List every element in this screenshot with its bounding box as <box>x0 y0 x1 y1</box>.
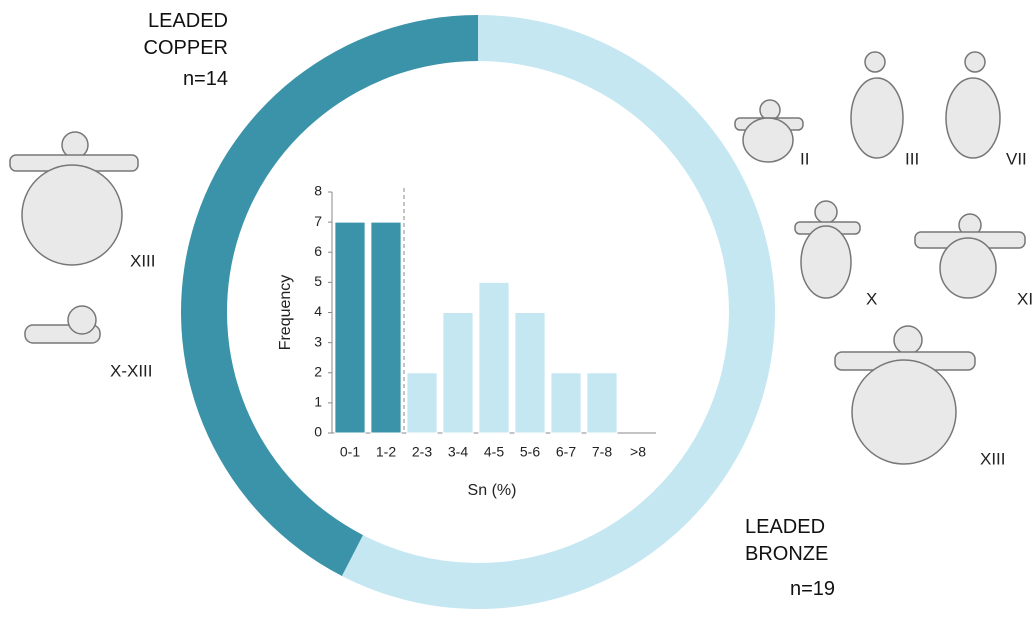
donut-value-label: n=14 <box>182 68 228 90</box>
x-axis-title: Sn (%) <box>468 482 517 499</box>
y-tick-label: 7 <box>314 213 322 229</box>
y-tick-label: 8 <box>314 183 322 199</box>
x-tick-label: >8 <box>630 444 646 460</box>
y-tick-label: 5 <box>314 273 322 289</box>
image-label: VII <box>1006 149 1027 168</box>
image-label: XIII <box>130 251 156 270</box>
bar <box>406 372 438 434</box>
image-label: X <box>866 289 877 308</box>
y-axis-title: Frequency <box>277 275 294 351</box>
image-label: II <box>800 149 809 168</box>
bar <box>478 281 510 434</box>
image-label: X-XIII <box>110 361 153 380</box>
bar <box>370 221 402 434</box>
pendant <box>914 213 1026 299</box>
x-tick-label: 4-5 <box>484 444 504 460</box>
pendant-images <box>9 51 1026 465</box>
donut-label: LEADED COPPER <box>143 10 228 59</box>
bar <box>550 372 582 434</box>
x-tick-label: 2-3 <box>412 444 432 460</box>
bar <box>442 312 474 434</box>
bar <box>334 221 366 434</box>
donut-segment <box>341 15 775 609</box>
bar <box>586 372 618 434</box>
pendant <box>24 305 101 344</box>
pendant <box>834 325 976 465</box>
donut-segment <box>181 15 478 576</box>
x-tick-label: 7-8 <box>592 444 612 460</box>
y-tick-label: 4 <box>314 303 322 319</box>
donut-value-label: n=19 <box>790 578 836 600</box>
y-tick-label: 3 <box>314 333 322 349</box>
pendant <box>850 51 904 159</box>
image-label: XIII <box>980 449 1006 468</box>
y-tick-label: 0 <box>314 424 322 440</box>
x-tick-label: 5-6 <box>520 444 540 460</box>
image-label: III <box>905 149 919 168</box>
y-tick-label: 1 <box>314 394 322 410</box>
x-tick-label: 3-4 <box>448 444 468 460</box>
x-tick-label: 1-2 <box>376 444 396 460</box>
pendant <box>945 51 1001 159</box>
bar <box>514 312 546 434</box>
x-tick-label: 0-1 <box>340 444 360 460</box>
x-tick-label: 6-7 <box>556 444 576 460</box>
donut-label: LEADED BRONZE <box>745 516 829 565</box>
y-tick-label: 2 <box>314 363 322 379</box>
pendant <box>9 131 139 266</box>
image-label: XI <box>1017 289 1033 308</box>
pendant <box>794 200 861 299</box>
y-tick-label: 6 <box>314 243 322 259</box>
pendant <box>734 99 804 163</box>
